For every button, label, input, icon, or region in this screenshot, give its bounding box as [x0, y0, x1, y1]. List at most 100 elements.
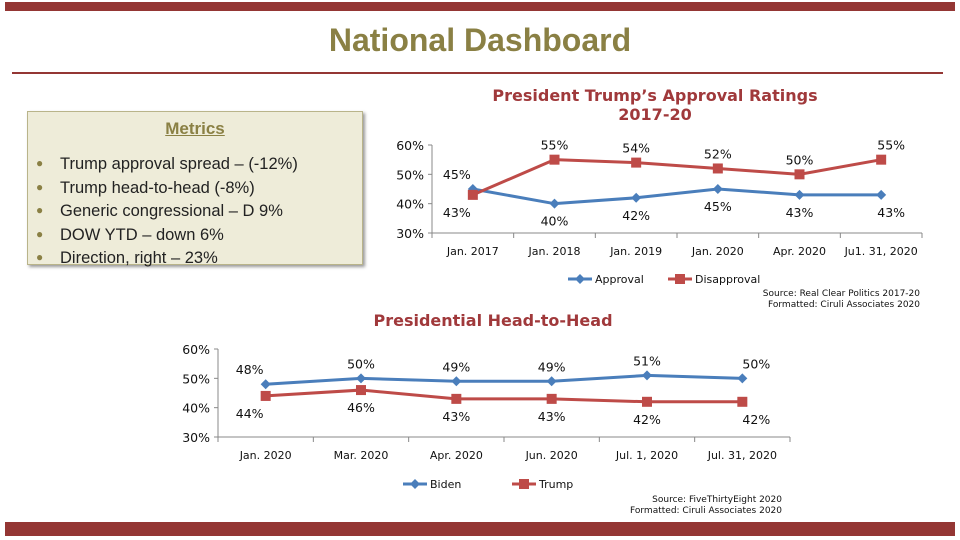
- x-tick-label: Jan. 2017: [446, 245, 499, 258]
- top-banner: [5, 2, 955, 11]
- metrics-list: ● Trump approval spread – (-12%) ● Trump h…: [36, 152, 298, 270]
- data-point-trump: [737, 396, 748, 407]
- bullet-icon: ●: [36, 226, 44, 241]
- data-label: 54%: [622, 141, 650, 156]
- data-label: 45%: [443, 167, 471, 182]
- x-tick-label: Apr. 2020: [430, 449, 483, 462]
- bottom-banner: [5, 522, 955, 536]
- data-label: 44%: [236, 406, 264, 421]
- chart-title: Presidential Head-to-Head: [373, 311, 612, 330]
- data-point-trump: [356, 385, 366, 396]
- title-divider: [12, 72, 943, 74]
- metric-item: ● DOW YTD – down 6%: [36, 223, 298, 247]
- metric-text: DOW YTD – down 6%: [60, 225, 224, 244]
- data-label: 43%: [442, 409, 470, 424]
- data-point-biden: [356, 373, 366, 384]
- x-tick-label: Jan. 2018: [528, 245, 581, 258]
- bullet-icon: ●: [36, 203, 44, 217]
- metric-item: ● Generic congressional – D 9%: [36, 199, 298, 223]
- y-tick-label: 60%: [396, 138, 424, 153]
- chart-title: President Trump’s Approval Ratings: [492, 86, 817, 105]
- legend-marker-trump: [519, 479, 529, 489]
- x-tick-label: Jul. 1, 2020: [615, 449, 678, 462]
- legend-label: Biden: [430, 478, 461, 491]
- x-tick-label: Jan. 2019: [609, 245, 662, 258]
- data-point-disapproval: [549, 154, 560, 165]
- series-line-approval: [472, 187, 882, 206]
- data-point-trump: [451, 393, 462, 404]
- data-point-disapproval: [712, 163, 723, 174]
- data-label: 45%: [704, 199, 732, 214]
- data-label: 43%: [786, 205, 814, 220]
- x-tick-label: Mar. 2020: [334, 449, 389, 462]
- legend-label: Trump: [538, 478, 573, 491]
- data-point-approval: [549, 198, 560, 209]
- series-line-biden: [265, 373, 743, 386]
- metric-text: Direction, right – 23%: [60, 249, 218, 267]
- data-label: 40%: [541, 214, 569, 229]
- bullet-icon: ●: [36, 179, 44, 194]
- x-tick-label: Jan. 2020: [239, 449, 292, 462]
- metrics-heading: Metrics: [165, 119, 225, 138]
- data-label: 50%: [786, 152, 814, 167]
- x-tick-label: Jan. 2020: [691, 245, 744, 258]
- data-point-biden: [546, 376, 557, 387]
- bullet-icon: ●: [36, 250, 44, 264]
- y-tick-label: 40%: [396, 197, 424, 212]
- data-label: 55%: [541, 138, 569, 153]
- data-label: 49%: [442, 359, 470, 374]
- data-point-disapproval: [631, 157, 642, 168]
- y-tick-label: 50%: [182, 371, 210, 386]
- data-point-disapproval: [794, 169, 805, 180]
- data-point-trump: [642, 396, 652, 407]
- y-tick-label: 60%: [182, 342, 210, 357]
- y-tick-label: 30%: [182, 430, 210, 445]
- x-tick-label: Jun. 2020: [525, 449, 578, 462]
- data-label: 42%: [742, 412, 770, 427]
- x-tick-label: Apr. 2020: [773, 245, 826, 258]
- data-point-biden: [642, 370, 652, 381]
- x-tick-label: Jul. 31, 2020: [707, 449, 777, 462]
- legend-label: Disapproval: [695, 273, 760, 286]
- data-point-trump: [260, 390, 271, 401]
- metric-text: Trump head-to-head (-8%): [60, 178, 255, 197]
- data-label: 52%: [704, 146, 732, 161]
- data-label: 43%: [877, 205, 905, 220]
- y-tick-label: 50%: [396, 167, 424, 182]
- y-tick-label: 30%: [396, 226, 424, 241]
- metric-item: ● Direction, right – 23%: [36, 246, 298, 270]
- legend-marker-biden: [410, 479, 420, 489]
- data-point-disapproval: [876, 154, 887, 165]
- data-point-approval: [712, 184, 723, 194]
- source-note: Source: Real Clear Politics 2017-20: [763, 289, 920, 299]
- data-point-biden: [451, 376, 462, 387]
- legend-label: Approval: [595, 273, 644, 286]
- data-label: 48%: [236, 362, 264, 377]
- data-point-approval: [876, 189, 887, 200]
- data-label: 49%: [538, 359, 566, 374]
- bullet-icon: ●: [36, 156, 44, 170]
- metric-item: ● Trump head-to-head (-8%): [36, 176, 298, 200]
- data-point-biden: [737, 373, 748, 384]
- source-note: Source: FiveThirtyEight 2020: [652, 495, 782, 505]
- metrics-box: Metrics ● Trump approval spread – (-12%) …: [27, 111, 363, 267]
- data-point-trump: [546, 393, 557, 404]
- data-point-disapproval: [467, 189, 478, 200]
- x-tick-label: Ju1. 31, 2020: [844, 245, 918, 258]
- data-label: 42%: [633, 412, 661, 427]
- series-line-disapproval: [472, 158, 882, 197]
- chart-title: 2017-20: [618, 105, 691, 124]
- series-line-trump: [265, 388, 743, 404]
- data-point-approval: [794, 189, 805, 200]
- data-label: 50%: [347, 356, 375, 371]
- y-tick-label: 40%: [182, 401, 210, 416]
- legend-marker-approval: [575, 274, 585, 284]
- data-point-biden: [260, 379, 271, 390]
- data-label: 50%: [742, 356, 770, 371]
- data-label: 55%: [877, 138, 905, 153]
- data-label: 43%: [443, 205, 471, 220]
- metric-item: ● Trump approval spread – (-12%): [36, 152, 298, 176]
- data-point-approval: [631, 192, 642, 203]
